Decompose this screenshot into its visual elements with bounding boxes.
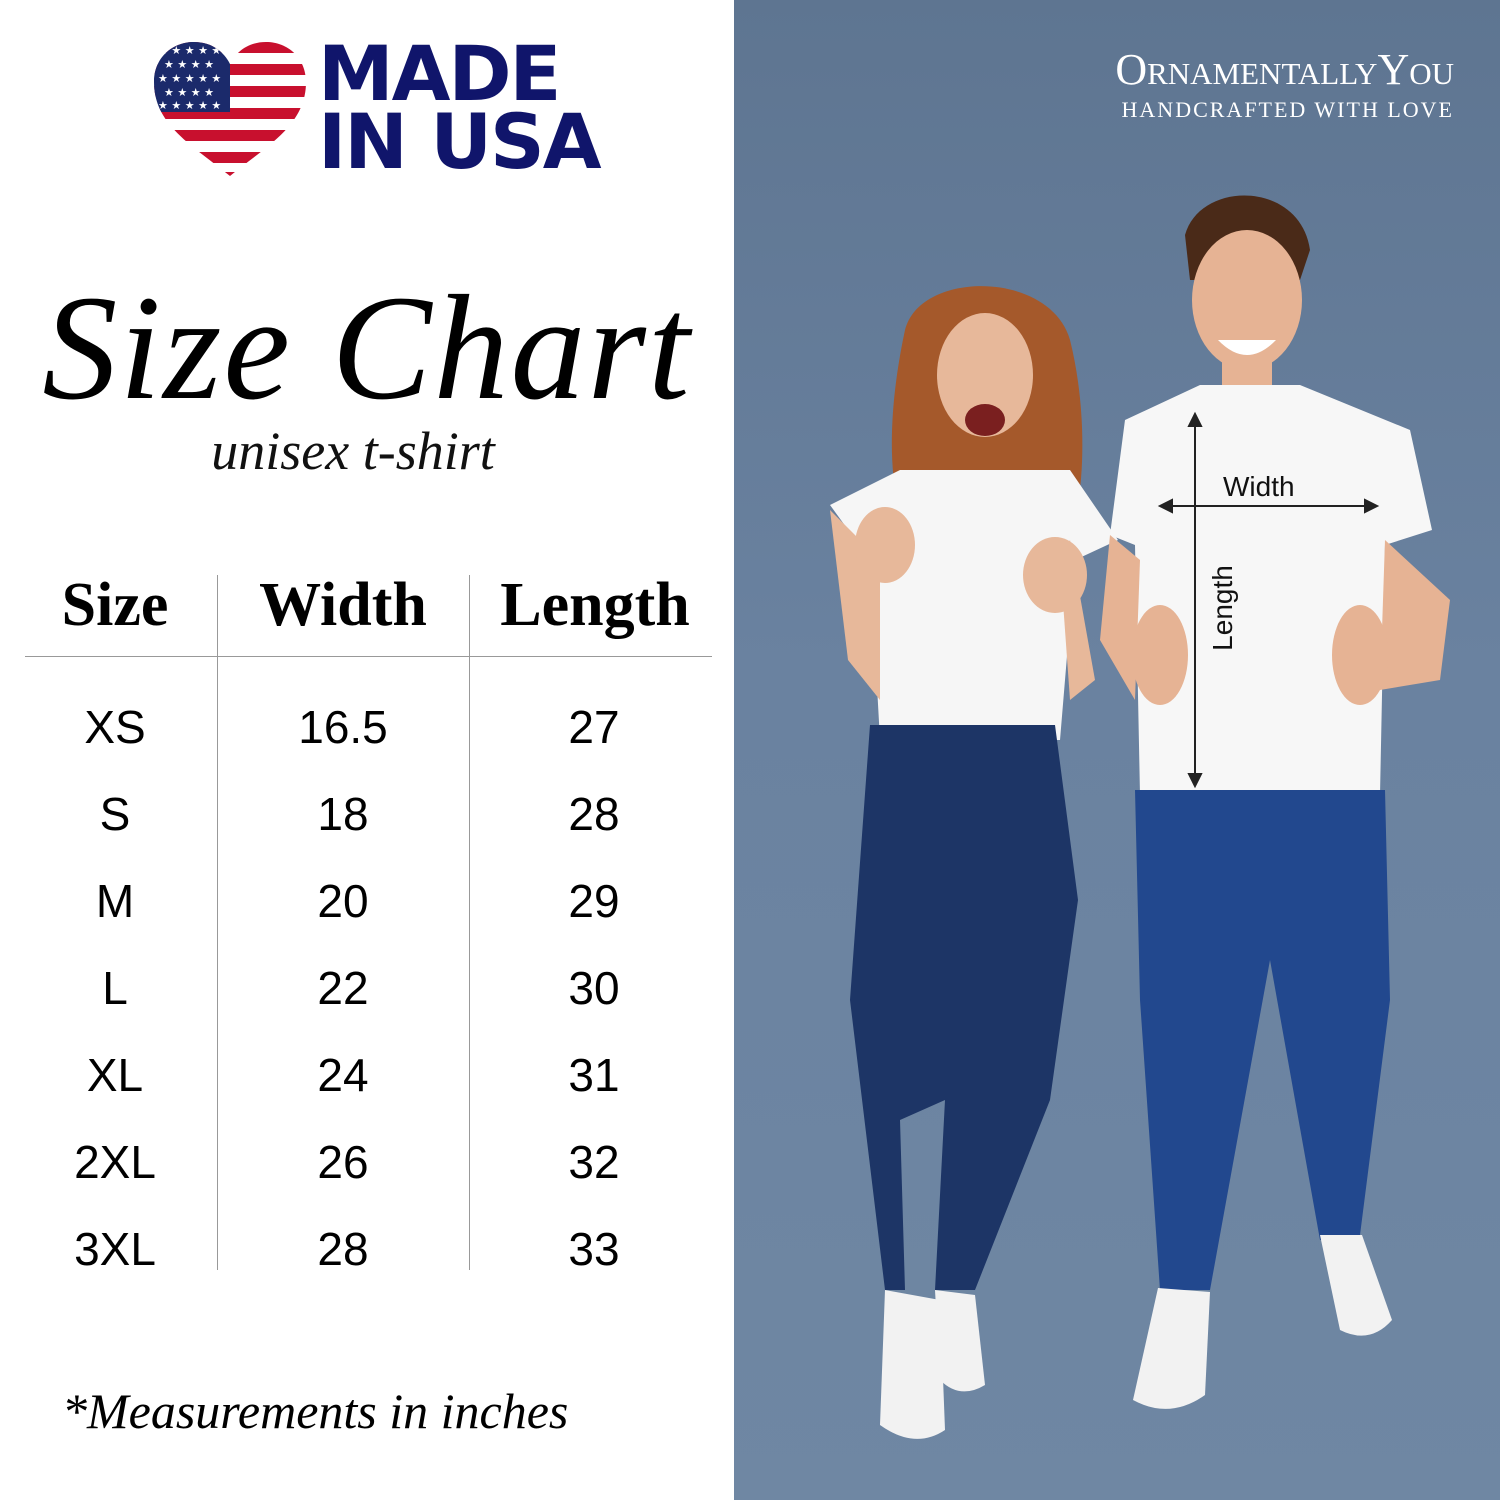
length-label: Length <box>1206 565 1238 651</box>
badge-line-2: IN USA <box>318 97 602 186</box>
cell-width: 20 <box>317 875 369 927</box>
length-arrow <box>1187 411 1203 789</box>
cell-width: 28 <box>317 1223 369 1275</box>
brand-logo: OrnamentallyYou HANDCRAFTED WITH LOVE <box>1115 44 1454 123</box>
column-divider <box>217 575 218 1270</box>
cell-length: 32 <box>568 1136 620 1188</box>
cell-width: 24 <box>317 1049 369 1101</box>
man-figure <box>1100 195 1450 1409</box>
brand-tagline: HANDCRAFTED WITH LOVE <box>1121 97 1454 122</box>
cell-length: 31 <box>568 1049 620 1101</box>
cell-length: 33 <box>568 1223 620 1275</box>
cell-width: 18 <box>317 788 369 840</box>
model-photo: Width Length OrnamentallyYou HANDCRAFTED… <box>734 0 1500 1500</box>
width-label: Width <box>1223 471 1295 502</box>
cell-length: 30 <box>568 962 620 1014</box>
cell-size: 3XL <box>74 1223 156 1275</box>
column-header-size: Size <box>61 571 169 639</box>
svg-text:★ ★ ★ ★ ★: ★ ★ ★ ★ ★ <box>158 99 221 112</box>
width-arrow <box>1157 498 1380 514</box>
cell-size: M <box>95 875 135 927</box>
cell-size: XL <box>86 1049 144 1101</box>
cell-width: 26 <box>317 1136 369 1188</box>
brand-name: OrnamentallyYou <box>1115 45 1454 94</box>
column-header-width: Width <box>259 571 427 639</box>
column-header-length: Length <box>500 571 690 639</box>
cell-size: XS <box>84 701 146 753</box>
cell-size: L <box>102 962 128 1014</box>
svg-text:★ ★ ★ ★: ★ ★ ★ ★ <box>164 58 214 71</box>
badge-line-1: MADE <box>318 29 561 118</box>
cell-length: 27 <box>568 701 620 753</box>
woman-figure <box>830 286 1118 1439</box>
svg-text:★ ★ ★ ★ ★: ★ ★ ★ ★ ★ <box>158 72 221 85</box>
page-subtitle: unisex t-shirt <box>211 421 495 481</box>
us-flag-heart-icon: ★ ★ ★ ★ ★★ ★ ★ ★ ★ ★ ★ ★ ★★ ★ ★ ★ ★ ★ ★ … <box>154 42 306 176</box>
svg-text:★ ★ ★ ★ ★: ★ ★ ★ ★ ★ <box>158 44 221 57</box>
column-divider <box>469 575 470 1270</box>
cell-size: S <box>99 788 131 840</box>
cell-length: 28 <box>568 788 620 840</box>
made-in-usa-badge: MADE IN USA <box>318 29 602 186</box>
svg-text:★ ★ ★ ★: ★ ★ ★ ★ <box>164 86 214 99</box>
page-title: Size Chart <box>42 265 692 431</box>
header-divider <box>25 656 712 657</box>
size-chart-panel: ★ ★ ★ ★ ★ ★ ★ ★ ★ ★ ★ ★ ★ ★ ★ ★ ★ ★ ★ ★ ★ … <box>0 0 734 1500</box>
footnote: *Measurements in inches <box>62 1383 569 1439</box>
cell-size: 2XL <box>74 1136 156 1188</box>
cell-length: 29 <box>568 875 620 927</box>
models-illustration <box>830 195 1450 1439</box>
cell-width: 22 <box>317 962 369 1014</box>
cell-width: 16.5 <box>298 701 388 753</box>
